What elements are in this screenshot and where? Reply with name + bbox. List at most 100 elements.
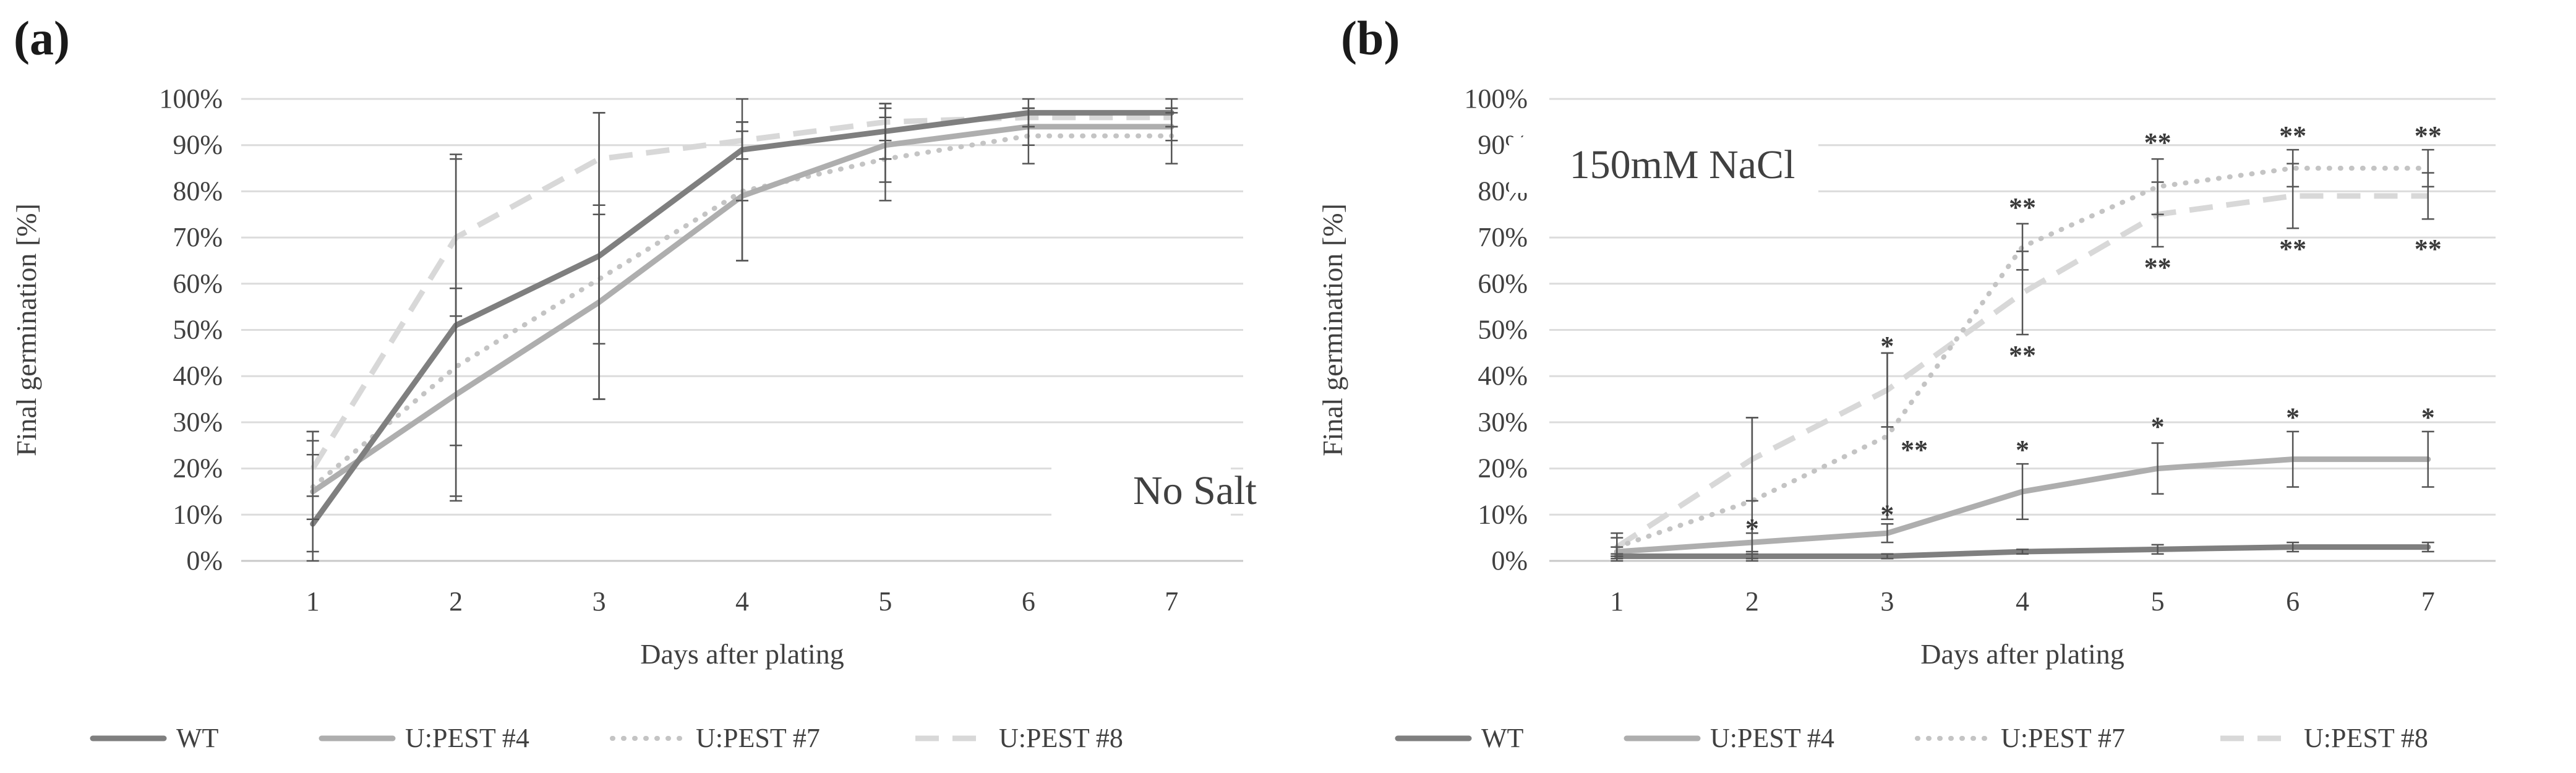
y-tick-label: 50% — [1478, 315, 1528, 345]
error-bar — [306, 440, 319, 497]
legend-label: U:PEST #7 — [696, 723, 820, 753]
significance-marker: ** — [2144, 127, 2172, 158]
legend-item: U:PEST #4 — [319, 723, 529, 753]
error-bar — [2151, 442, 2164, 495]
legend-label: U:PEST #8 — [999, 723, 1123, 753]
x-tick-label: 7 — [2421, 586, 2435, 617]
legend-label: U:PEST #7 — [2001, 723, 2125, 753]
legend-item: U:PEST #7 — [610, 723, 820, 753]
chart-panel-b: (b)0%10%20%30%40%50%60%70%80%90%100%1 2 3 4… — [1317, 11, 2496, 753]
error-bar — [2016, 549, 2029, 555]
x-tick-label: 5 — [2151, 586, 2165, 617]
y-tick-label: 100% — [1464, 83, 1528, 114]
y-tick-label: 0% — [1491, 545, 1528, 576]
y-tick-label: 60% — [1478, 268, 1528, 299]
y-tick-label: 40% — [1478, 361, 1528, 391]
error-bar — [2421, 541, 2434, 553]
x-axis-title: Days after plating — [1920, 638, 2125, 670]
legend-label: U:PEST #4 — [1710, 723, 1834, 753]
x-tick-label: 6 — [2286, 586, 2300, 617]
panel-annotation: No Salt — [1133, 468, 1257, 513]
annotation-bg — [1051, 463, 1231, 518]
legend-label: WT — [1481, 723, 1524, 753]
error-bar — [593, 112, 605, 207]
y-tick-label: 80% — [173, 176, 223, 206]
significance-marker: * — [2286, 403, 2300, 433]
significance-marker: ** — [2279, 234, 2306, 264]
x-tick-label: 3 — [1880, 586, 1894, 617]
error-bar — [1881, 553, 1894, 560]
x-tick-label: 1 — [1610, 586, 1624, 617]
y-tick-label: 20% — [173, 453, 223, 484]
error-bar — [2421, 430, 2434, 488]
x-tick-label: 2 — [449, 586, 463, 617]
y-tick-label: 40% — [173, 361, 223, 391]
legend-item: WT — [90, 723, 219, 753]
error-bar — [736, 121, 748, 160]
panel-annotation: 150mM NaCl — [1570, 142, 1795, 187]
legend-item: U:PEST #7 — [1915, 723, 2125, 753]
error-bar — [1745, 417, 1758, 502]
x-tick-label: 7 — [1165, 586, 1178, 617]
x-tick-label: 1 — [306, 586, 320, 617]
chart-panel-a: (a) 0% 10% 20% 30% 40% 50% 60% 70% 80% 90% 100% 1 2 3 4… — [11, 11, 1257, 753]
y-tick-label: 20% — [1478, 453, 1528, 484]
significance-marker: * — [2421, 403, 2435, 433]
error-bar — [1881, 352, 1894, 428]
x-tick-label: 6 — [1022, 586, 1035, 617]
significance-marker: * — [2151, 412, 2165, 442]
y-tick-label: 60% — [173, 268, 223, 299]
legend-label: WT — [176, 723, 219, 753]
legend-label: U:PEST #8 — [2304, 723, 2428, 753]
y-tick-label: 100% — [159, 83, 223, 114]
significance-marker: ** — [2279, 121, 2306, 151]
significance-marker: ** — [2009, 192, 2036, 223]
significance-marker: ** — [2415, 234, 2442, 264]
error-bar — [450, 158, 463, 317]
x-tick-label: 4 — [735, 586, 749, 617]
x-axis-title: Days after plating — [640, 638, 844, 670]
error-bar — [1022, 107, 1035, 128]
significance-marker: * — [1880, 331, 1894, 361]
error-bar — [2287, 430, 2300, 488]
error-bar — [2287, 541, 2300, 553]
x-tick-label: 3 — [593, 586, 606, 617]
legend-label: U:PEST #4 — [405, 723, 529, 753]
error-bar — [2287, 163, 2300, 229]
legend-item: U:PEST #4 — [1624, 723, 1834, 753]
x-tick-label: 5 — [878, 586, 892, 617]
error-bar — [593, 213, 605, 345]
y-tick-label: 0% — [186, 545, 223, 576]
error-bar — [879, 103, 892, 142]
significance-marker: * — [1880, 500, 1894, 530]
y-tick-label: 70% — [173, 222, 223, 252]
significance-marker: ** — [2415, 121, 2442, 151]
legend-item: U:PEST #8 — [915, 723, 1123, 753]
y-tick-label: 90% — [173, 130, 223, 160]
y-tick-label: 10% — [1478, 499, 1528, 529]
y-tick-label: 10% — [173, 499, 223, 529]
legend-item: U:PEST #8 — [2220, 723, 2428, 753]
error-bar — [1611, 537, 1624, 557]
error-bar — [1165, 107, 1178, 128]
significance-marker: ** — [2144, 252, 2172, 283]
error-bar — [1881, 523, 1894, 544]
panel-label: (a) — [14, 11, 70, 65]
significance-marker: ** — [1901, 435, 1928, 465]
significance-marker: ** — [2009, 340, 2036, 370]
x-tick-label: 2 — [1745, 586, 1759, 617]
error-bar — [2421, 172, 2434, 220]
error-bar — [2016, 463, 2029, 521]
y-tick-label: 30% — [1478, 407, 1528, 437]
y-tick-label: 50% — [173, 315, 223, 345]
y-tick-label: 30% — [173, 407, 223, 437]
y-axis-title: Final germination [%] — [1317, 203, 1348, 456]
annotation-bg — [1509, 137, 1818, 193]
legend-item: WT — [1395, 723, 1524, 753]
panel-label: (b) — [1341, 11, 1400, 65]
significance-marker: * — [2016, 435, 2029, 465]
error-bar — [2151, 544, 2164, 555]
y-tick-label: 70% — [1478, 222, 1528, 252]
